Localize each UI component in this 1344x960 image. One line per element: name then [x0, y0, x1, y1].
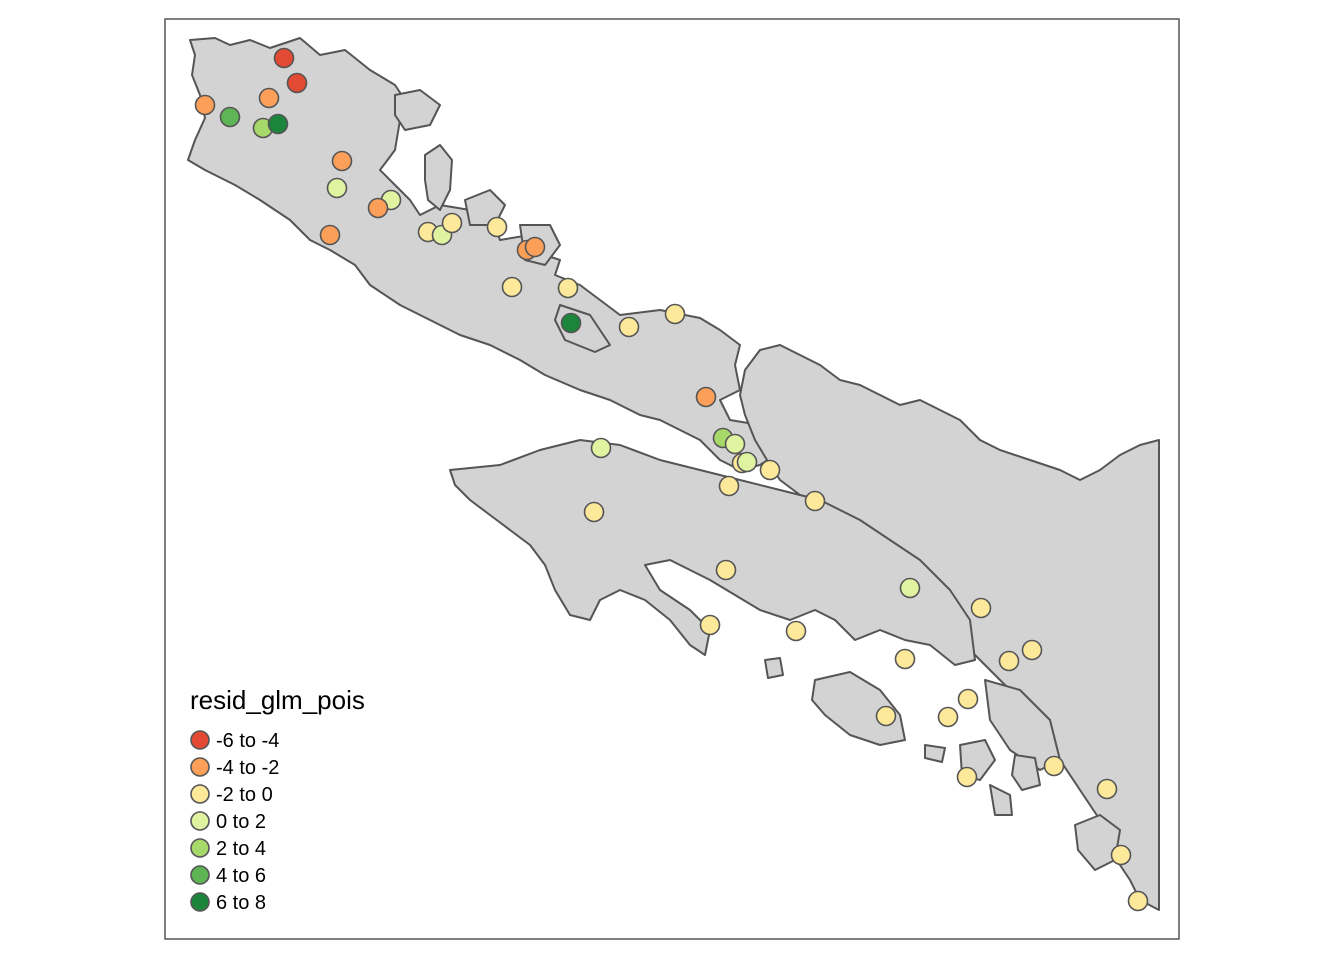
legend: resid_glm_pois -6 to -4 -4 to -2 -2 to 0 0 …: [190, 685, 365, 914]
residual-point: [194, 94, 216, 116]
land-island-a: [424, 144, 453, 211]
residual-point: [1096, 778, 1118, 800]
legend-label: -6 to -4: [216, 730, 279, 752]
residual-point: [759, 459, 781, 481]
residual-point: [557, 277, 579, 299]
legend-label: 0 to 2: [216, 811, 266, 833]
legend-swatch: [190, 757, 210, 777]
legend-title: resid_glm_pois: [190, 685, 365, 715]
residual-point: [1127, 890, 1149, 912]
residual-point: [970, 597, 992, 619]
legend-swatch: [190, 892, 210, 912]
residual-point: [583, 501, 605, 523]
legend-swatch: [190, 838, 210, 858]
residual-point: [937, 706, 959, 728]
residual-point: [899, 577, 921, 599]
legend-swatch: [190, 865, 210, 885]
legend-label: 6 to 8: [216, 892, 266, 914]
legend-swatch: [190, 784, 210, 804]
residual-point: [785, 620, 807, 642]
residual-point: [501, 276, 523, 298]
residual-point: [219, 106, 241, 128]
residual-point: [367, 197, 389, 219]
land-island-m: [924, 744, 946, 763]
land-south-peninsula: [449, 439, 976, 666]
residual-point: [331, 150, 353, 172]
land-main-arm: [187, 37, 776, 471]
residual-point: [875, 705, 897, 727]
legend-label: -4 to -2: [216, 757, 279, 779]
legend-swatch: [190, 730, 210, 750]
residual-points: [194, 47, 1149, 912]
residual-point: [326, 177, 348, 199]
residual-point: [486, 216, 508, 238]
legend-items: -6 to -4 -4 to -2 -2 to 0 0 to 2 2 to 4 4 to …: [190, 730, 279, 914]
land-island-f: [811, 671, 906, 746]
residual-point: [956, 766, 978, 788]
legend-label: -2 to 0: [216, 784, 273, 806]
land-island-i: [1011, 754, 1041, 791]
residual-point: [560, 312, 582, 334]
legend-label: 2 to 4: [216, 838, 266, 860]
residual-point: [1110, 844, 1132, 866]
residual-point: [267, 113, 289, 135]
residual-point: [804, 490, 826, 512]
residual-point: [273, 47, 295, 69]
residual-point: [736, 451, 758, 473]
residual-point: [998, 650, 1020, 672]
land-island-d: [394, 89, 441, 131]
land-island-j: [989, 784, 1013, 816]
residual-point: [258, 87, 280, 109]
residual-point: [894, 648, 916, 670]
residual-point: [664, 303, 686, 325]
residual-point: [724, 433, 746, 455]
residual-point: [695, 386, 717, 408]
residual-point: [286, 72, 308, 94]
land-island-l: [764, 657, 784, 679]
residual-point: [718, 475, 740, 497]
legend-label: 4 to 6: [216, 865, 266, 887]
residual-point: [699, 614, 721, 636]
residual-point: [590, 437, 612, 459]
residual-point: [715, 559, 737, 581]
legend-swatch: [190, 811, 210, 831]
residual-point: [1021, 639, 1043, 661]
residual-point: [618, 316, 640, 338]
residual-point: [441, 212, 463, 234]
residual-point: [957, 688, 979, 710]
residual-point: [319, 224, 341, 246]
residual-point: [524, 236, 546, 258]
residual-point: [1043, 755, 1065, 777]
land-island-b: [464, 189, 506, 226]
landmass: [187, 37, 1160, 911]
